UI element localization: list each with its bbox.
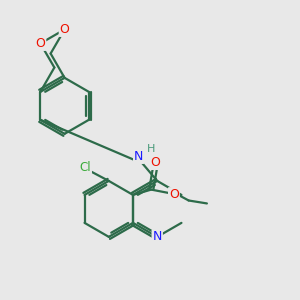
Text: Cl: Cl [80, 160, 91, 174]
Text: N: N [134, 150, 143, 163]
Text: N: N [152, 230, 162, 243]
Text: O: O [150, 156, 160, 169]
Text: O: O [35, 37, 45, 50]
Text: H: H [147, 144, 155, 154]
Text: O: O [169, 188, 179, 201]
Text: O: O [60, 23, 70, 36]
